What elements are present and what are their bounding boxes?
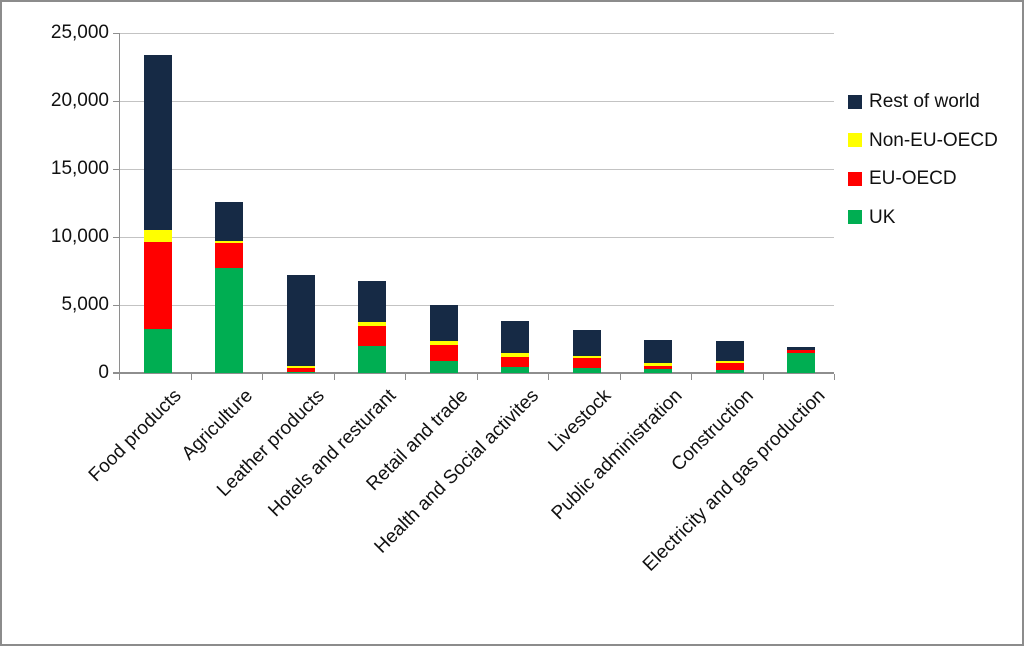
y-axis-tick-label: 25,000 bbox=[50, 22, 109, 43]
y-axis-tick-label: 0 bbox=[98, 362, 109, 383]
y-axis-tick bbox=[113, 237, 119, 238]
bar-segment-uk bbox=[429, 361, 458, 373]
bar-segment-rest-of-world bbox=[143, 54, 172, 231]
y-gridline bbox=[119, 100, 834, 102]
bar-leather-products bbox=[286, 275, 315, 373]
x-axis-tick bbox=[405, 374, 406, 380]
bar-segment-rest-of-world bbox=[358, 280, 387, 322]
bar-segment-uk bbox=[143, 329, 172, 373]
bar-segment-non-eu-oecd bbox=[286, 365, 315, 368]
bar-segment-uk bbox=[644, 369, 673, 373]
legend-swatch-icon bbox=[848, 94, 862, 109]
bar-segment-uk bbox=[715, 369, 744, 373]
bar-segment-rest-of-world bbox=[715, 341, 744, 361]
bar-segment-uk bbox=[286, 372, 315, 373]
bar-segment-non-eu-oecd bbox=[501, 352, 530, 358]
x-axis-tick bbox=[333, 374, 335, 380]
bar-segment-rest-of-world bbox=[286, 275, 315, 366]
bar-public-administration bbox=[644, 340, 673, 373]
y-axis-tick bbox=[113, 101, 119, 102]
bar-segment-non-eu-oecd bbox=[429, 341, 458, 346]
y-gridline bbox=[119, 304, 834, 306]
x-axis-category-label: Livestock bbox=[544, 385, 615, 457]
bar-segment-eu-oecd bbox=[501, 357, 530, 368]
bar-segment-eu-oecd bbox=[215, 243, 244, 268]
legend-swatch-icon bbox=[848, 210, 862, 225]
x-axis-tick bbox=[190, 374, 192, 380]
x-axis-tick bbox=[476, 374, 478, 380]
bar-construction bbox=[715, 341, 744, 373]
x-axis-category-label: Food products bbox=[85, 385, 186, 487]
bar-segment-rest-of-world bbox=[572, 329, 601, 356]
legend-label: Rest of world bbox=[869, 91, 980, 112]
bar-segment-uk bbox=[787, 353, 816, 373]
bar-segment-non-eu-oecd bbox=[715, 360, 744, 364]
bar-segment-eu-oecd bbox=[572, 358, 601, 368]
y-axis-tick-label: 15,000 bbox=[50, 158, 109, 179]
bar-hotels-and-resturant bbox=[358, 280, 387, 373]
bar-segment-rest-of-world bbox=[787, 347, 816, 351]
y-axis-tick bbox=[113, 305, 119, 306]
x-axis-tick bbox=[619, 374, 621, 380]
y-axis bbox=[119, 33, 120, 373]
bar-segment-rest-of-world bbox=[215, 201, 244, 242]
y-gridline bbox=[119, 32, 834, 34]
legend-item-uk: UK bbox=[848, 208, 895, 227]
bar-segment-uk bbox=[215, 267, 244, 373]
x-axis-tick bbox=[262, 374, 263, 380]
bar-segment-rest-of-world bbox=[429, 305, 458, 342]
legend-item-eu-oecd: EU-OECD bbox=[848, 169, 957, 188]
x-axis-tick bbox=[119, 374, 120, 380]
y-gridline bbox=[119, 168, 834, 170]
bar-segment-eu-oecd bbox=[644, 365, 673, 370]
x-axis-category-label: Public administration bbox=[547, 385, 687, 525]
bar-segment-eu-oecd bbox=[715, 363, 744, 370]
x-axis-tick bbox=[762, 374, 764, 380]
x-axis-category-label: Hotels and resturant bbox=[264, 385, 401, 522]
legend-swatch-icon bbox=[848, 133, 862, 148]
bar-retail-and-trade bbox=[429, 305, 458, 373]
legend-label: Non-EU-OECD bbox=[869, 129, 998, 151]
x-axis-tick bbox=[548, 374, 549, 380]
bar-electricity-and-gas-production bbox=[787, 347, 816, 373]
y-axis-tick-label: 5,000 bbox=[61, 294, 109, 315]
bar-segment-uk bbox=[572, 367, 601, 373]
bar-segment-eu-oecd bbox=[286, 367, 315, 373]
legend-item-non-eu-oecd: Non-EU-OECD bbox=[848, 131, 998, 150]
y-axis-tick bbox=[113, 169, 119, 170]
bar-segment-non-eu-oecd bbox=[215, 241, 244, 244]
bar-segment-non-eu-oecd bbox=[572, 355, 601, 359]
y-gridline bbox=[119, 236, 834, 238]
legend-label: UK bbox=[869, 206, 896, 228]
bar-health-and-social-activites bbox=[501, 321, 530, 373]
x-axis bbox=[113, 372, 834, 374]
legend-item-rest-of-world: Rest of world bbox=[848, 92, 980, 111]
legend-swatch-icon bbox=[848, 171, 862, 186]
bar-livestock bbox=[572, 329, 601, 373]
bar-segment-non-eu-oecd bbox=[358, 321, 387, 327]
y-axis-tick bbox=[113, 33, 119, 34]
x-axis-tick bbox=[834, 374, 835, 380]
bar-segment-eu-oecd bbox=[429, 345, 458, 362]
x-axis-tick bbox=[691, 374, 692, 380]
bar-segment-rest-of-world bbox=[644, 340, 673, 364]
bar-segment-eu-oecd bbox=[143, 242, 172, 330]
bar-segment-rest-of-world bbox=[501, 321, 530, 353]
bar-segment-non-eu-oecd bbox=[143, 230, 172, 243]
bar-segment-eu-oecd bbox=[358, 326, 387, 347]
bar-food-products bbox=[143, 54, 172, 373]
bar-agriculture bbox=[215, 201, 244, 373]
y-axis-tick-label: 20,000 bbox=[50, 90, 109, 111]
y-axis-tick-label: 10,000 bbox=[50, 226, 109, 247]
bar-segment-uk bbox=[358, 346, 387, 373]
legend-label: EU-OECD bbox=[869, 168, 957, 190]
bar-segment-uk bbox=[501, 367, 530, 373]
bar-segment-non-eu-oecd bbox=[644, 363, 673, 366]
bar-segment-eu-oecd bbox=[787, 350, 816, 354]
